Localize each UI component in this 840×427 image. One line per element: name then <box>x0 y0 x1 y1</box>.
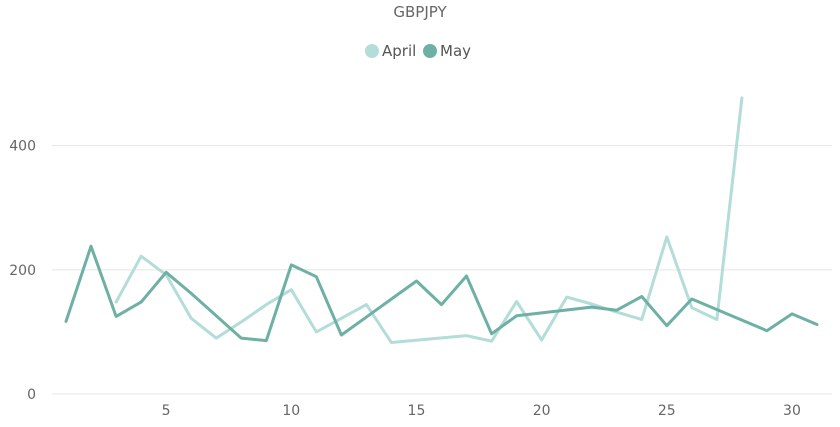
x-tick-label: 25 <box>658 403 676 419</box>
series-line-april[interactable] <box>114 96 744 344</box>
y-axis: 0 200 400 <box>9 139 36 403</box>
legend-marker-may <box>423 44 437 58</box>
series-lines <box>64 96 819 344</box>
x-tick-label: 15 <box>408 403 426 419</box>
legend-item-may[interactable]: May <box>423 42 471 60</box>
legend-item-april[interactable]: April <box>365 42 416 60</box>
grid-lines <box>52 145 832 395</box>
x-axis: 5 10 15 20 25 30 <box>162 403 801 419</box>
legend-label-may: May <box>440 42 471 60</box>
x-tick-label: 30 <box>783 403 801 419</box>
legend: April May <box>365 42 471 60</box>
y-tick-label: 200 <box>9 263 36 279</box>
y-tick-label: 400 <box>9 139 36 155</box>
legend-marker-april <box>365 44 379 58</box>
legend-label-april: April <box>382 42 416 60</box>
x-tick-label: 5 <box>162 403 171 419</box>
series-line-may[interactable] <box>64 244 819 343</box>
chart-title: GBPJPY <box>393 3 447 21</box>
x-tick-label: 10 <box>282 403 300 419</box>
y-tick-label: 0 <box>27 387 36 403</box>
x-tick-label: 20 <box>533 403 551 419</box>
